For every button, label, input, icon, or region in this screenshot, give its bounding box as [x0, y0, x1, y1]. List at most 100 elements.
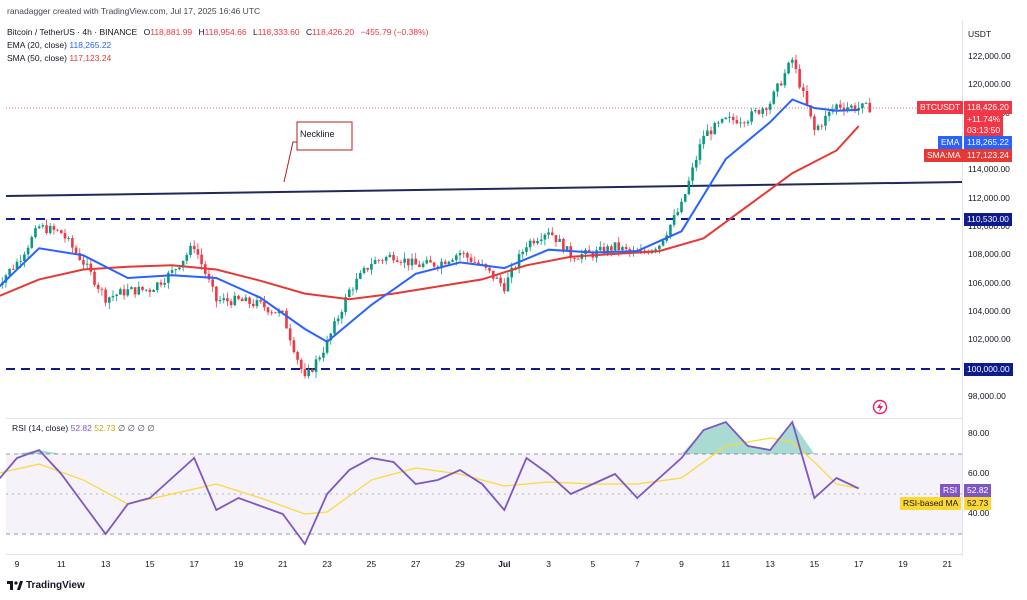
candle-body	[270, 312, 274, 314]
sma-legend-label: SMA (50, close)	[7, 53, 67, 63]
ohlc-close: C118,426.20	[306, 27, 355, 37]
chart-credit: ranadagger created with TradingView.com,…	[7, 6, 261, 16]
candle-body	[340, 311, 344, 319]
candle-body	[34, 228, 37, 238]
candle-body	[292, 340, 296, 353]
ema-axis-value: 118,265.22	[964, 136, 1012, 149]
time-tick-label: 11	[56, 559, 66, 569]
currency-label: USDT	[968, 29, 992, 39]
candle-body	[288, 328, 292, 341]
candle-body	[233, 295, 237, 306]
candle-body	[178, 267, 181, 270]
time-tick-label: 25	[366, 559, 377, 569]
candle-body	[813, 116, 816, 130]
candle-body	[669, 224, 672, 236]
time-tick-label: 19	[233, 559, 244, 569]
candle-body	[41, 225, 45, 227]
candle-body	[100, 288, 104, 290]
candle-body	[196, 249, 200, 255]
candle-body	[8, 268, 11, 276]
candle-body	[336, 318, 340, 322]
candle-body	[37, 226, 41, 229]
candle-body	[787, 62, 790, 74]
candle-body	[303, 369, 307, 377]
candle-body	[381, 260, 384, 262]
candle-body	[251, 303, 255, 307]
candle-body	[174, 269, 178, 271]
candle-body	[613, 242, 617, 251]
candle-body	[104, 289, 107, 303]
candle-body	[181, 260, 185, 268]
candle-body	[425, 260, 429, 264]
time-tick-label: 13	[765, 559, 775, 569]
candle-body	[602, 246, 606, 254]
candle-body	[244, 297, 248, 302]
candle-body	[373, 260, 377, 264]
candle-body	[133, 287, 137, 295]
candle-body	[167, 272, 170, 283]
price-tick-label: 108,000.00	[968, 249, 1011, 260]
candle-body	[466, 253, 469, 258]
rsi-ma-axis-label: RSI-based MA	[900, 497, 962, 510]
candle-body	[218, 300, 222, 302]
ema-legend: EMA (20, close) 118,265.22	[7, 40, 111, 50]
candle-body	[311, 369, 314, 372]
tradingview-logo-icon	[7, 581, 23, 590]
brand-logo[interactable]: TradingView	[7, 580, 85, 591]
candle-body	[263, 301, 266, 308]
candle-body	[768, 103, 772, 110]
candle-body	[163, 282, 166, 285]
candle-body	[724, 117, 728, 119]
time-tick-label: Jul	[498, 559, 511, 569]
candle-body	[240, 298, 244, 302]
candle-body	[842, 107, 846, 110]
flash-icon[interactable]	[872, 399, 888, 415]
price-tick-label: 122,000.00	[968, 51, 1011, 61]
rsi-legend-value: 52.82	[70, 423, 92, 433]
candle-body	[255, 300, 259, 307]
time-tick-label: 21	[942, 559, 953, 569]
candle-body	[351, 289, 355, 291]
candle-body	[440, 261, 443, 269]
candle-body	[683, 194, 687, 202]
candle-body	[536, 240, 539, 244]
candle-body	[192, 245, 196, 250]
candle-body	[539, 239, 543, 241]
time-tick-label: 29	[455, 559, 465, 569]
candle-body	[776, 83, 779, 92]
candle-body	[93, 271, 96, 285]
candle-body	[798, 69, 801, 88]
candle-body	[687, 180, 691, 195]
candle-body	[510, 267, 513, 278]
candle-body	[550, 232, 554, 236]
candle-body	[451, 260, 454, 262]
candle-body	[757, 110, 761, 114]
candle-body	[237, 295, 240, 299]
rsi-legend-extra: ∅ ∅ ∅ ∅	[117, 423, 155, 433]
rsi-tick-label: 60.00	[968, 468, 990, 478]
candle-body	[672, 215, 676, 225]
candle-body	[820, 125, 824, 127]
rsi-tick-label: 40.00	[968, 508, 990, 518]
candle-body	[827, 111, 831, 116]
candle-body	[388, 254, 392, 258]
candle-body	[728, 116, 731, 118]
candle-body	[809, 105, 813, 117]
candle-body	[543, 234, 547, 240]
candle-body	[558, 238, 561, 242]
candle-body	[598, 246, 602, 251]
change-pct-tag: +11.74%	[964, 113, 1004, 126]
candle-body	[499, 277, 502, 284]
candle-body	[384, 257, 388, 261]
candle-body	[805, 90, 809, 106]
candle-body	[318, 357, 322, 360]
candle-body	[377, 260, 381, 261]
price-tick-label: 110,000.00	[968, 221, 1010, 231]
candle-body	[731, 116, 735, 121]
candle-body	[329, 333, 333, 341]
candle-body	[521, 251, 525, 255]
candle-body	[111, 295, 115, 298]
candle-body	[115, 294, 118, 296]
candle-body	[491, 270, 495, 279]
